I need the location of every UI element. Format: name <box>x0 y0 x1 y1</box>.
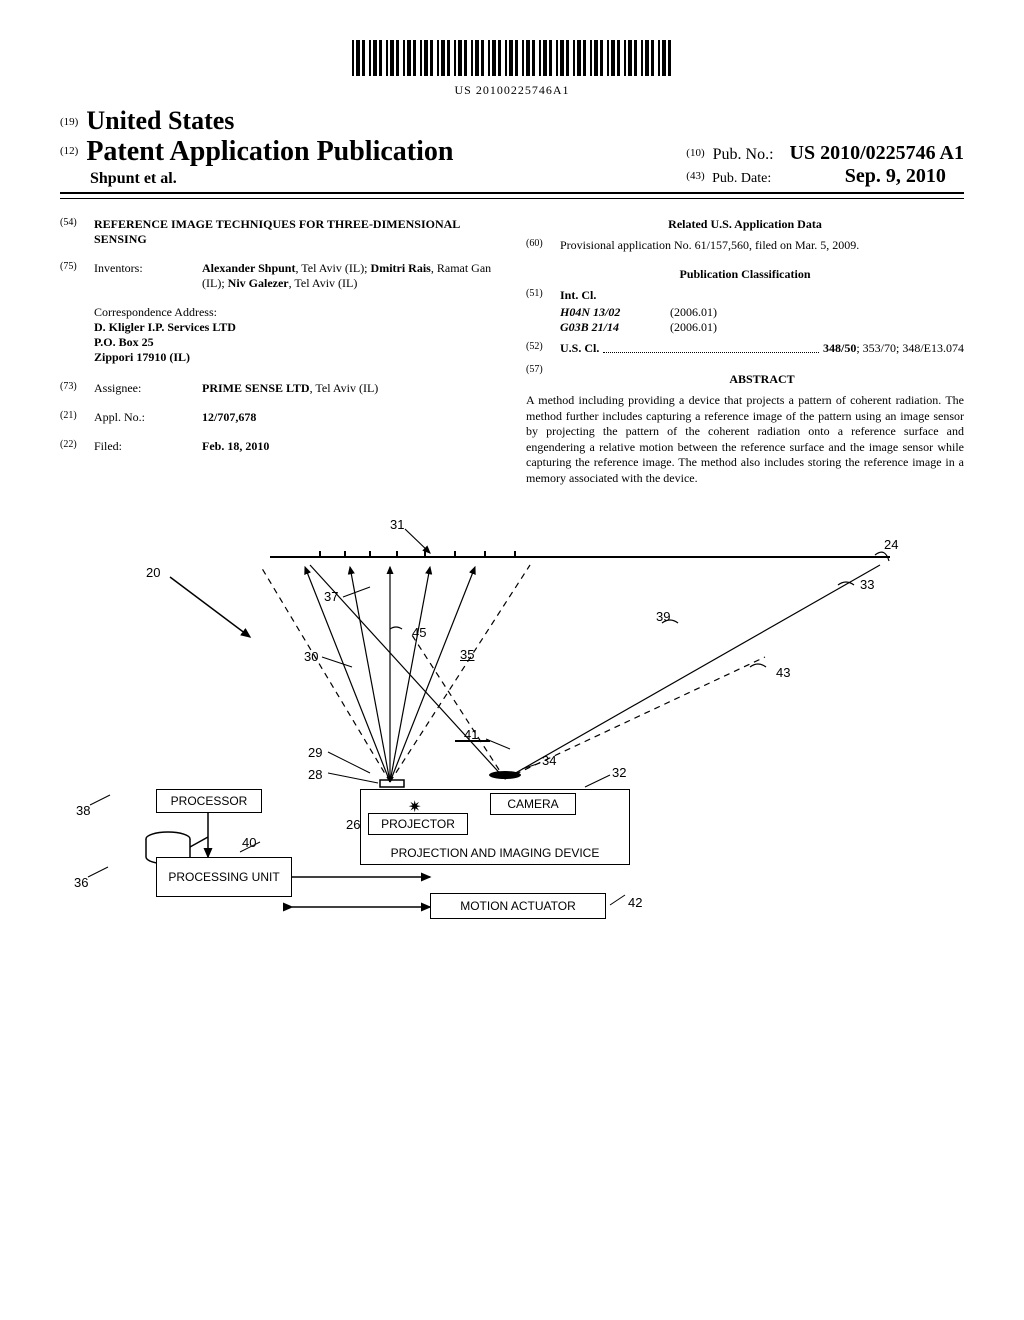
pubno: US 2010/0225746 A1 <box>790 142 964 164</box>
num-73: (73) <box>60 381 94 396</box>
num-60: (60) <box>526 238 560 253</box>
publication-type: Patent Application Publication <box>86 136 453 167</box>
label-26: 26 <box>346 817 360 832</box>
prefix-43: (43) <box>686 170 704 182</box>
label-20: 20 <box>146 565 160 580</box>
intcl2-code: G03B 21/14 <box>560 320 670 335</box>
projector-star-icon: ✷ <box>408 797 421 817</box>
label-31: 31 <box>390 517 404 532</box>
inventors-value: Alexander Shpunt, Tel Aviv (IL); Dmitri … <box>202 261 498 291</box>
label-37: 37 <box>324 589 338 604</box>
corr-label: Correspondence Address: <box>94 305 498 320</box>
figure-1: PROCESSOR PROCESSING UNIT PROJECTION AND… <box>60 517 920 937</box>
label-43: 43 <box>776 665 790 680</box>
label-38: 38 <box>76 803 90 818</box>
box-processor: PROCESSOR <box>156 789 262 813</box>
label-41: 41 <box>464 727 478 742</box>
related-title: Related U.S. Application Data <box>526 217 964 232</box>
pubdate: Sep. 9, 2010 <box>845 165 946 187</box>
authors: Shpunt et al. <box>90 170 453 188</box>
country-line: (19) United States <box>60 106 453 136</box>
intcl-item-2: G03B 21/14 (2006.01) <box>560 320 964 335</box>
num-54: (54) <box>60 217 94 247</box>
label-36: 36 <box>74 875 88 890</box>
barcode-number: US 20100225746A1 <box>60 83 964 98</box>
num-52: (52) <box>526 341 560 356</box>
header: (19) United States (12) Patent Applicati… <box>60 106 964 194</box>
assignee-value: PRIME SENSE LTD, Tel Aviv (IL) <box>202 381 498 396</box>
label-32: 32 <box>612 765 626 780</box>
label-24: 24 <box>884 537 898 552</box>
intcl-list: H04N 13/02 (2006.01) G03B 21/14 (2006.01… <box>560 305 964 335</box>
num-22: (22) <box>60 439 94 454</box>
label-34: 34 <box>542 753 556 768</box>
corr-line2: P.O. Box 25 <box>94 335 498 350</box>
filed-value: Feb. 18, 2010 <box>202 439 498 454</box>
correspondence-address: Correspondence Address: D. Kligler I.P. … <box>94 305 498 365</box>
box-processing-unit: PROCESSING UNIT <box>156 857 292 897</box>
inventors-label: Inventors: <box>94 261 202 291</box>
uscl-value: 348/50 <box>823 341 856 356</box>
intcl1-code: H04N 13/02 <box>560 305 670 320</box>
dot-leader <box>603 341 819 353</box>
abstract-text: A method including providing a device th… <box>526 393 964 487</box>
assignee-row: (73) Assignee: PRIME SENSE LTD, Tel Aviv… <box>60 381 498 396</box>
intcl2-year: (2006.01) <box>670 320 717 335</box>
box-camera: CAMERA <box>490 793 576 815</box>
label-45: 45 <box>412 625 426 640</box>
filed-label: Filed: <box>94 439 202 454</box>
num-51: (51) <box>526 288 560 303</box>
label-30: 30 <box>304 649 318 664</box>
prefix-10: (10) <box>686 147 704 159</box>
left-column: (54) REFERENCE IMAGE TECHNIQUES FOR THRE… <box>60 217 498 487</box>
num-57: (57) <box>526 364 560 393</box>
pubdate-label: Pub. Date: <box>712 171 771 186</box>
label-29: 29 <box>308 745 322 760</box>
invention-title: REFERENCE IMAGE TECHNIQUES FOR THREE-DIM… <box>94 217 498 247</box>
intcl-item-1: H04N 13/02 (2006.01) <box>560 305 964 320</box>
label-35: 35 <box>460 647 474 662</box>
pubno-line: (10) Pub. No.: US 2010/0225746 A1 <box>686 142 964 165</box>
abstract-header: (57) ABSTRACT <box>526 364 964 393</box>
corr-line3: Zippori 17910 (IL) <box>94 350 498 365</box>
uscl-rest: ; 353/70; 348/E13.074 <box>856 341 964 356</box>
appl-row: (21) Appl. No.: 12/707,678 <box>60 410 498 425</box>
prefix-19: (19) <box>60 116 78 128</box>
uscl-row: (52) U.S. Cl. 348/50; 353/70; 348/E13.07… <box>526 341 964 356</box>
box-motion-actuator: MOTION ACTUATOR <box>430 893 606 919</box>
appl-value: 12/707,678 <box>202 410 498 425</box>
label-39: 39 <box>656 609 670 624</box>
barcode-region: US 20100225746A1 <box>60 40 964 98</box>
header-divider <box>60 198 964 199</box>
uscl-label: U.S. Cl. <box>560 341 599 356</box>
pubtype-line: (12) Patent Application Publication <box>60 136 453 168</box>
right-column: Related U.S. Application Data (60) Provi… <box>526 217 964 487</box>
abstract-title: ABSTRACT <box>560 372 964 387</box>
label-28: 28 <box>308 767 322 782</box>
pubno-label: Pub. No.: <box>713 146 774 163</box>
provisional-row: (60) Provisional application No. 61/157,… <box>526 238 964 253</box>
body-columns: (54) REFERENCE IMAGE TECHNIQUES FOR THRE… <box>60 217 964 487</box>
provisional-text: Provisional application No. 61/157,560, … <box>560 238 964 253</box>
title-row: (54) REFERENCE IMAGE TECHNIQUES FOR THRE… <box>60 217 498 247</box>
pubdate-line: (43) Pub. Date: Sep. 9, 2010 <box>686 165 964 188</box>
prefix-12: (12) <box>60 145 78 157</box>
country: United States <box>86 106 234 135</box>
inventors-row: (75) Inventors: Alexander Shpunt, Tel Av… <box>60 261 498 291</box>
filed-row: (22) Filed: Feb. 18, 2010 <box>60 439 498 454</box>
pubclass-title: Publication Classification <box>526 267 964 282</box>
intcl-row: (51) Int. Cl. <box>526 288 964 303</box>
corr-line1: D. Kligler I.P. Services LTD <box>94 320 498 335</box>
num-21: (21) <box>60 410 94 425</box>
num-75: (75) <box>60 261 94 291</box>
barcode <box>352 40 672 76</box>
label-42: 42 <box>628 895 642 910</box>
intcl-label: Int. Cl. <box>560 288 596 303</box>
assignee-label: Assignee: <box>94 381 202 396</box>
appl-label: Appl. No.: <box>94 410 202 425</box>
intcl1-year: (2006.01) <box>670 305 717 320</box>
label-33: 33 <box>860 577 874 592</box>
label-40: 40 <box>242 835 256 850</box>
